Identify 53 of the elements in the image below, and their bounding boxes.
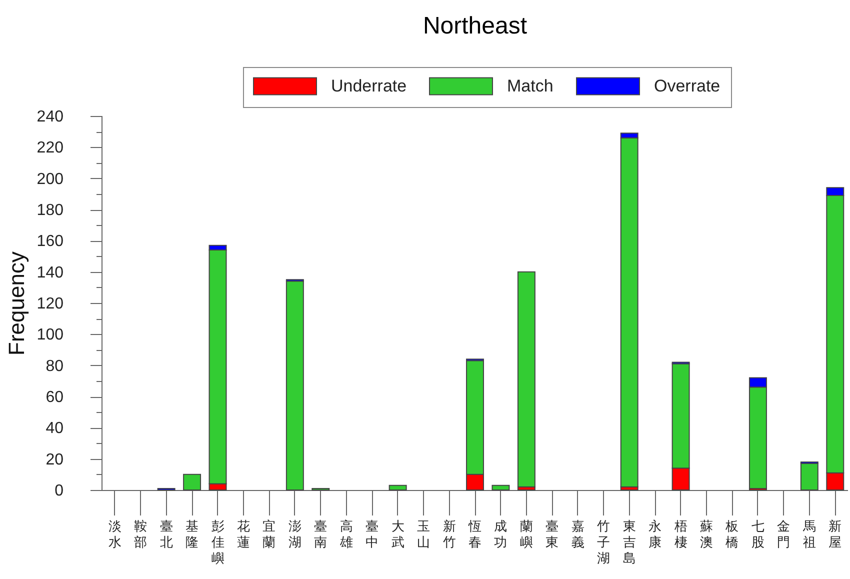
bar [388, 484, 407, 490]
y-axis-title: Frequency [4, 252, 29, 356]
bar [800, 463, 818, 490]
x-tick-label: 臺中 [366, 518, 379, 550]
bar [183, 474, 202, 490]
x-tick-label: 恆春 [468, 518, 482, 550]
y-tick-label: 80 [46, 358, 64, 375]
x-tick-label: 蘭嶼 [520, 518, 533, 550]
y-tick-label: 0 [54, 482, 64, 500]
x-tick-label: 金門 [777, 518, 790, 550]
x-tick-label: 基隆 [186, 518, 199, 550]
x-tick-label: 新屋 [828, 518, 842, 550]
bar [517, 271, 536, 488]
y-tick-label: 200 [36, 170, 64, 188]
x-tick-label: 彭佳嶼 [211, 518, 224, 566]
x-tick-label: 梧棲 [673, 518, 688, 550]
y-tick-label: 140 [36, 264, 64, 282]
x-tick-label: 成功 [494, 518, 508, 550]
bar [286, 280, 304, 490]
x-tick-label: 板橋 [724, 518, 739, 550]
x-tick-label: 馬祖 [802, 518, 816, 550]
x-tick-label: 東吉島 [622, 518, 636, 566]
y-tick-label: 100 [36, 326, 64, 344]
x-tick-label: 宜蘭 [262, 518, 276, 550]
y-tick-label: 60 [46, 389, 64, 406]
x-tick-label: 嘉義 [571, 518, 584, 550]
bar [492, 484, 510, 490]
x-tick-label: 澎湖 [288, 518, 302, 550]
legend-label: Match [507, 76, 554, 96]
y-tick-label: 180 [36, 202, 64, 219]
x-tick-label: 竹子湖 [597, 518, 610, 566]
x-tick-label: 高雄 [338, 518, 353, 550]
x-tick-label: 永康 [648, 518, 662, 550]
y-tick-label: 160 [36, 233, 64, 250]
y-tick-label: 220 [36, 140, 64, 157]
x-tick-label: 七股 [751, 518, 764, 550]
x-tick-label: 鞍部 [134, 518, 148, 550]
x-tick-label: 新竹 [442, 518, 456, 550]
legend-label: Underrate [331, 76, 407, 96]
x-tick-label: 蘇澳 [700, 518, 714, 550]
chart-title: Northeast [422, 12, 528, 40]
x-tick-label: 臺北 [160, 518, 173, 550]
y-tick-label: 40 [46, 420, 64, 438]
x-tick-label: 大武 [391, 518, 404, 550]
y-tick-label: 240 [36, 108, 64, 126]
x-tick-label: 淡水 [108, 518, 122, 550]
legend-label: Overrate [654, 76, 720, 96]
x-tick-label: 臺南 [314, 518, 328, 550]
x-tick-label: 臺東 [546, 518, 559, 550]
y-tick-label: 20 [46, 451, 64, 468]
y-tick-label: 120 [36, 296, 64, 312]
x-tick-label: 花蓮 [236, 518, 250, 550]
x-tick-label: 玉山 [417, 518, 430, 550]
